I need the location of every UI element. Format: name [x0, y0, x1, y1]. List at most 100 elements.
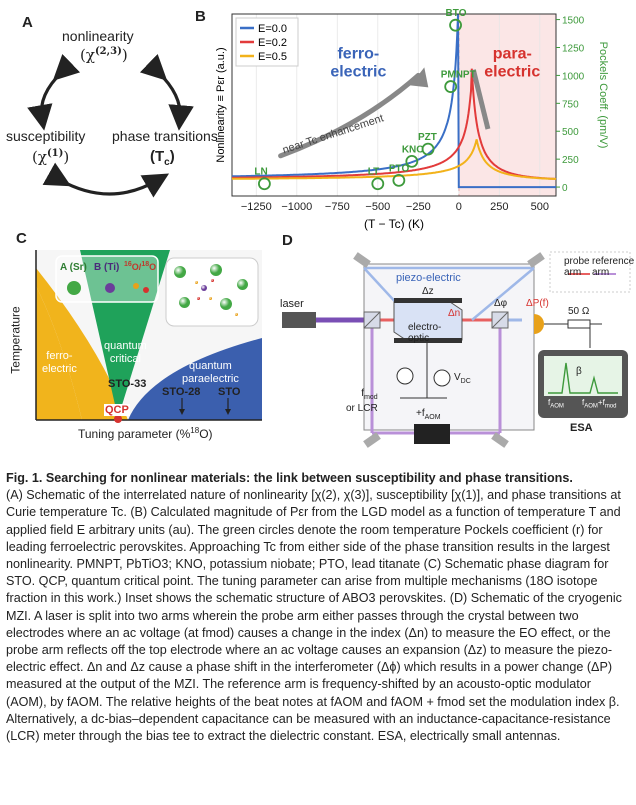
sto-label: STO — [218, 386, 241, 398]
arrow-bottom — [42, 162, 170, 198]
esa-screen — [544, 356, 622, 396]
mirror-bottom-right — [491, 432, 509, 448]
para-arrow — [470, 69, 491, 130]
pockels-point — [444, 80, 458, 93]
dn-label: Δn — [448, 308, 461, 319]
x-axis-label: (T − Tc) (K) — [364, 217, 424, 231]
series-e02-line — [232, 68, 557, 180]
tuning-label: Tuning parameter (%18O) — [78, 426, 213, 441]
aom — [414, 424, 450, 444]
atom-icon — [201, 285, 207, 291]
esa-f1-label: fAOM — [548, 398, 564, 410]
dc-source — [433, 369, 451, 387]
reference-arm-label: reference arm — [592, 256, 635, 278]
panel-d: D — [272, 228, 636, 468]
panel-c: C Temperature Tuning parameter (%18O) fe… — [0, 228, 270, 443]
x-tick-label: 500 — [531, 201, 549, 213]
arrow-left — [27, 53, 81, 131]
y2-tick-label: 1250 — [562, 43, 585, 54]
x-tick-label: −500 — [365, 201, 390, 213]
laser-source — [282, 312, 316, 328]
laser-label: laser — [280, 298, 304, 310]
pockels-point-label: PTO — [389, 163, 410, 174]
esa-label: ESA — [570, 422, 593, 434]
ferroelectric-label: ferro- electric — [42, 350, 77, 375]
piezo-label: piezo-electric — [396, 272, 461, 284]
paraelectric-region-label: electric — [484, 64, 540, 81]
ferroelectric-region-label: electric — [330, 64, 386, 81]
panel-d-label: D — [282, 232, 293, 249]
sto33-label: STO-33 — [108, 378, 147, 390]
inset-o-label: 16O/18O — [124, 261, 157, 272]
mirror-top-left — [353, 252, 371, 268]
quantum-paraelectric-label: quantum paraelectric — [182, 360, 239, 385]
o18-atom-icon — [143, 287, 149, 293]
atom-icon — [210, 278, 214, 282]
ferroelectric-region — [36, 286, 82, 420]
panel-a: A nonlinearity (χ(2,3)) susceptibility (… — [0, 0, 220, 215]
y2-tick-label: 250 — [562, 155, 579, 166]
atom-icon — [174, 266, 186, 278]
photodetector — [534, 314, 544, 334]
pockels-point — [421, 142, 435, 156]
sr-atom-icon — [67, 281, 81, 295]
plot-frame — [231, 13, 557, 197]
mzi-schematic — [282, 251, 631, 448]
y-axis-label: Nonlinearity ≡ Pεr (a.u.) — [215, 47, 227, 162]
atom-icon — [178, 296, 190, 308]
arm-legend — [549, 251, 631, 293]
dp-label: ΔP(f) — [526, 298, 549, 309]
atom-icon — [220, 298, 232, 310]
atom-icon — [208, 296, 212, 300]
arrow-right — [139, 53, 194, 131]
ohm-label: 50 Ω — [568, 306, 590, 317]
legend-label: E=0.0 — [258, 23, 287, 35]
mirror-bottom-left — [363, 432, 381, 448]
atom-icon — [196, 296, 200, 300]
dphi-label: Δφ — [494, 298, 508, 309]
perovskite-structure — [166, 258, 258, 326]
legend-label: E=0.5 — [258, 51, 287, 63]
node-nonlinearity: nonlinearity — [62, 28, 134, 44]
qcp-marker — [114, 415, 122, 423]
bottom-electrode — [394, 338, 462, 343]
pockels-point-label: LN — [254, 167, 267, 178]
atom-icon — [236, 278, 248, 290]
node-susceptibility: susceptibility — [6, 128, 86, 144]
panel-a-label: A — [22, 14, 33, 31]
atom-icon — [210, 264, 222, 276]
sto28-label: STO-28 — [162, 386, 201, 398]
probe-arm-label: probe arm — [564, 256, 590, 278]
ti-atom-icon — [105, 283, 115, 293]
pockels-point-label: LT — [368, 167, 379, 178]
crystal-inset — [165, 257, 259, 327]
x-tick-label: 0 — [456, 201, 462, 213]
panel-b-label: B — [195, 8, 206, 25]
qcp-label: QCP — [104, 404, 130, 416]
faom-label: +fAOM — [416, 408, 441, 421]
pockels-point — [392, 173, 406, 187]
temperature-label: Temperature — [8, 306, 23, 374]
eo-label: electro- optic — [408, 322, 442, 344]
phase-diagram — [35, 250, 262, 423]
enhancement-arrowhead — [410, 67, 429, 88]
inset-legend-box — [55, 255, 159, 303]
figure-caption: Fig. 1. Searching for nonlinear material… — [6, 470, 632, 745]
x-tick-label: 250 — [490, 201, 508, 213]
top-electrode — [394, 298, 462, 303]
y2-tick-label: 500 — [562, 127, 579, 138]
beta-label: β — [576, 366, 582, 377]
caption-title: Fig. 1. Searching for nonlinear material… — [6, 471, 573, 485]
quantum-critical-label: quantum critical — [104, 340, 147, 365]
x-tick-label: −1000 — [281, 201, 312, 213]
o16-atom-icon — [133, 283, 139, 289]
pockels-point-label: PMNPT — [441, 70, 476, 81]
vdc-label: VDC — [454, 372, 471, 385]
paraelectric-region-label: para- — [493, 46, 532, 63]
y2-tick-label: 0 — [562, 183, 568, 194]
pockels-point — [405, 154, 419, 168]
paraelectric-region — [458, 14, 556, 196]
atom-icon — [234, 312, 238, 316]
node-phase-sym: (Tc) — [150, 148, 175, 168]
y2-tick-label: 750 — [562, 99, 579, 110]
